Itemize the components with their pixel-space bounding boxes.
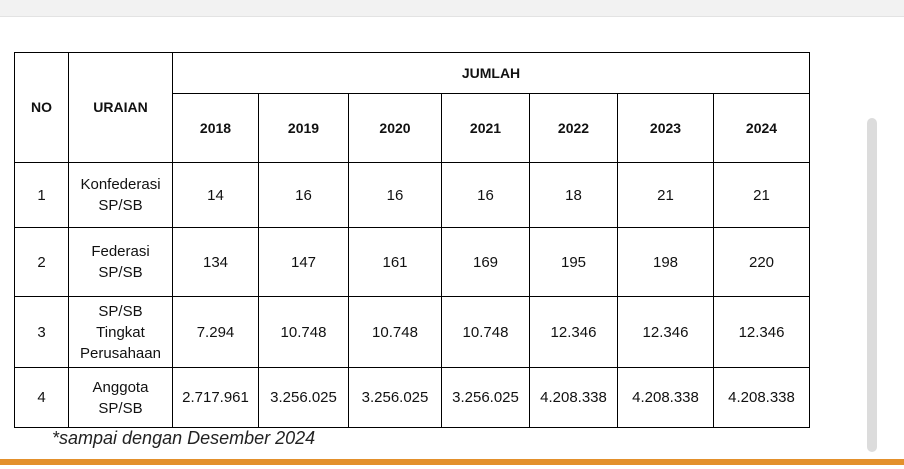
value-cell: 3.256.025 [258, 367, 349, 428]
value-cell: 12.346 [529, 296, 618, 368]
row-number: 4 [14, 367, 69, 428]
description-line: SP/SB [98, 197, 143, 214]
row-description: Anggota SP/SB [68, 367, 173, 428]
year-header: 2020 [348, 93, 442, 163]
table-row: 1 Konfederasi SP/SB 14 16 16 16 18 21 21 [14, 162, 811, 228]
value-cell: 195 [529, 227, 618, 297]
description-line: SP/SB [98, 399, 143, 417]
table-row: 3 SP/SB Tingkat Perusahaan 7.294 10.748 … [14, 296, 811, 368]
year-header: 2018 [172, 93, 259, 163]
value-cell: 169 [441, 227, 530, 297]
vertical-scrollbar[interactable] [867, 118, 877, 452]
description-line: Tingkat [96, 323, 145, 341]
row-number: 1 [14, 162, 69, 228]
union-statistics-table: NO URAIAN JUMLAH 2018 2019 2020 2021 202… [14, 52, 811, 428]
value-cell: 134 [172, 227, 259, 297]
description-line: Konfederasi [80, 176, 161, 193]
description-line: SP/SB [98, 264, 143, 281]
accent-bar [0, 459, 904, 465]
value-cell: 3.256.025 [348, 367, 442, 428]
value-cell: 18 [529, 162, 618, 228]
description-line: Federasi [91, 243, 150, 260]
value-cell: 12.346 [712, 296, 811, 368]
top-band [0, 0, 904, 17]
value-cell: 161 [348, 227, 442, 297]
description-line: Anggota [92, 378, 149, 396]
value-cell: 12.346 [617, 296, 714, 368]
row-number: 3 [14, 296, 69, 368]
value-cell: 10.748 [258, 296, 349, 368]
no-header: NO [14, 52, 69, 163]
year-header: 2021 [441, 93, 530, 163]
table-row: 4 Anggota SP/SB 2.717.961 3.256.025 3.25… [14, 367, 811, 428]
value-cell: 198 [617, 227, 714, 297]
row-description: SP/SB Tingkat Perusahaan [68, 296, 173, 368]
value-cell: 7.294 [172, 296, 259, 368]
value-cell: 2.717.961 [172, 367, 259, 428]
row-number: 2 [14, 227, 69, 297]
year-header: 2023 [617, 93, 714, 163]
description-line: Perusahaan [80, 344, 161, 362]
value-cell: 16 [258, 162, 349, 228]
uraian-header: URAIAN [68, 52, 173, 163]
value-cell: 14 [172, 162, 259, 228]
value-cell: 4.208.338 [712, 367, 811, 428]
table-row: 2 Federasi SP/SB 134 147 161 169 195 198… [14, 227, 811, 297]
value-cell: 220 [712, 227, 811, 297]
year-header: 2024 [712, 93, 811, 163]
value-cell: 4.208.338 [529, 367, 618, 428]
description-line: SP/SB [98, 302, 143, 320]
value-cell: 147 [258, 227, 349, 297]
value-cell: 16 [348, 162, 442, 228]
jumlah-header: JUMLAH [171, 52, 811, 94]
value-cell: 3.256.025 [441, 367, 530, 428]
value-cell: 10.748 [348, 296, 442, 368]
footnote: *sampai dengan Desember 2024 [52, 428, 316, 448]
year-header: 2022 [529, 93, 618, 163]
value-cell: 16 [441, 162, 530, 228]
row-description: Federasi SP/SB [68, 227, 173, 297]
value-cell: 21 [712, 162, 811, 228]
value-cell: 21 [617, 162, 714, 228]
value-cell: 4.208.338 [617, 367, 714, 428]
value-cell: 10.748 [441, 296, 530, 368]
row-description: Konfederasi SP/SB [68, 162, 173, 228]
year-header: 2019 [258, 93, 349, 163]
